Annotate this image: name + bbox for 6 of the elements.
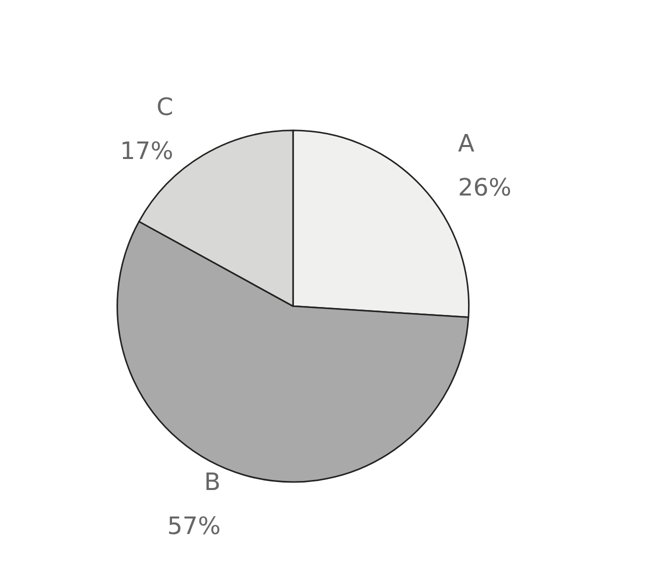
slice-label: A (458, 129, 476, 158)
data-label: 17% (120, 137, 174, 166)
slice-label: C (156, 93, 174, 122)
slice-label: B (204, 468, 221, 496)
data-label: 26% (458, 173, 512, 202)
data-label: 57% (167, 512, 221, 540)
